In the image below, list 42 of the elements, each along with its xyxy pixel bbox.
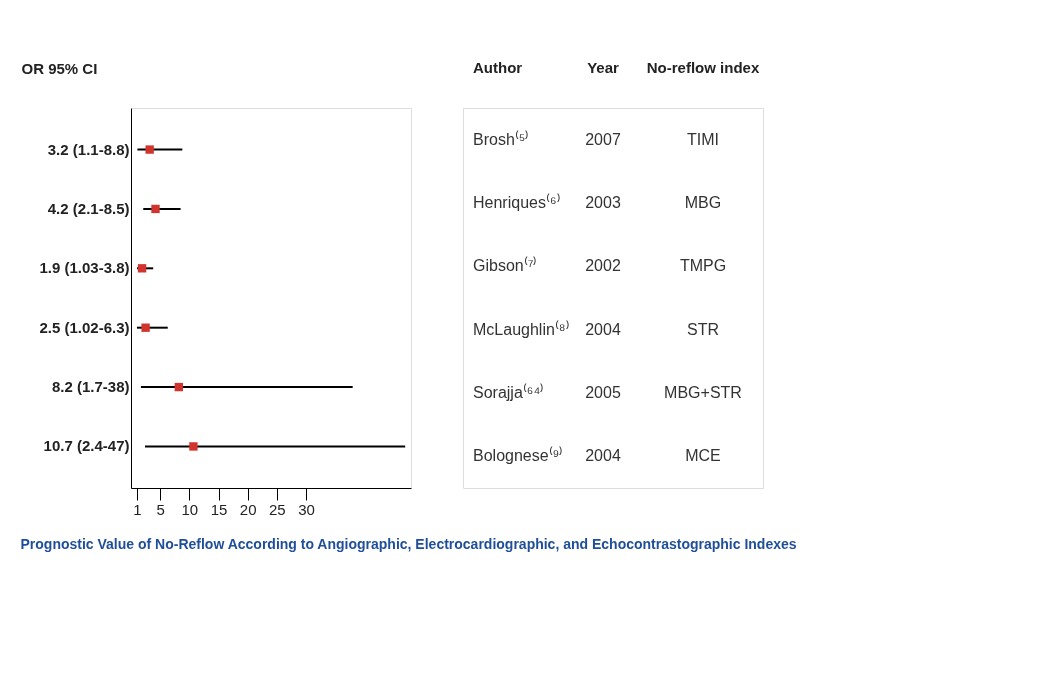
x-tick-label: 15 — [210, 500, 228, 518]
text: TMPG — [679, 257, 727, 275]
point — [145, 145, 154, 154]
point — [151, 204, 160, 214]
point — [141, 323, 150, 332]
point — [137, 264, 147, 273]
text: 2002 — [585, 257, 621, 275]
y-axis-title: OR 95% CI — [21, 59, 98, 77]
y-tick-label: 10.7 (2.4-47) — [43, 437, 130, 455]
text: 2004 — [585, 320, 621, 338]
x-tick-label: 30 — [298, 500, 315, 518]
text: MBG — [684, 194, 722, 211]
text: Year — [587, 59, 620, 76]
text: Brosh⁽⁵⁾ — [473, 129, 530, 148]
y-tick-label: 3.2 (1.1-8.8) — [47, 140, 130, 158]
text: Sorajja⁽⁶⁴⁾ — [473, 383, 545, 401]
text: Prognostic Value of No-Reflow According to Angiographic, Electrocardiographic, and Echocontrastographic Indexes — [20, 535, 797, 552]
text: MCE — [685, 447, 721, 465]
text: 2003 — [585, 194, 621, 211]
y-tick-label: 2.5 (1.02-6.3) — [39, 318, 130, 336]
x-tick-label: 25 — [268, 500, 286, 518]
y-tick-label: 8.2 (1.7-38) — [51, 378, 130, 396]
text: McLaughlin⁽⁸⁾ — [473, 319, 570, 338]
x-tick-label: 1 — [133, 500, 142, 518]
x-tick-label: 20 — [239, 500, 257, 518]
text: Bolognese⁽⁹⁾ — [473, 446, 564, 465]
y-tick-label: 4.2 (2.1-8.5) — [47, 199, 130, 217]
text: TIMI — [687, 130, 719, 148]
y-tick-label: 1.9 (1.03-3.8) — [39, 259, 130, 277]
text: No-reflow index — [646, 59, 760, 76]
x-tick-label: 10 — [181, 500, 199, 518]
x-tick-label: 5 — [156, 500, 165, 518]
text: Gibson⁽⁷⁾ — [473, 256, 538, 275]
point — [174, 382, 184, 392]
text: MBG+STR — [664, 384, 742, 401]
point — [189, 442, 198, 451]
text: Henriques⁽⁶⁾ — [473, 193, 561, 211]
text: 2005 — [585, 384, 621, 401]
text: Author — [473, 59, 523, 76]
text: 2004 — [585, 447, 621, 465]
text: 2007 — [585, 130, 621, 148]
text: STR — [687, 320, 719, 338]
